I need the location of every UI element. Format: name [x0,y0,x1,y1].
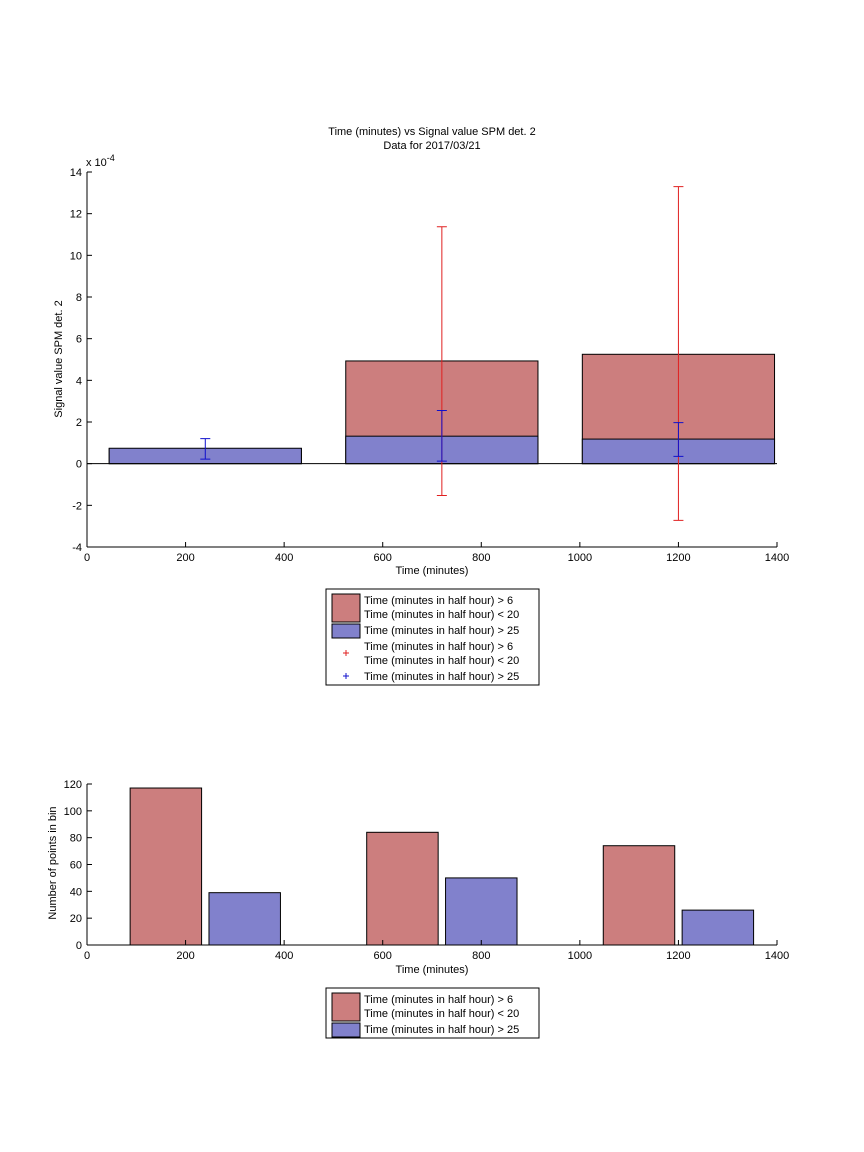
chart1-y-tick-label: 10 [70,250,82,262]
chart1-xlabel: Time (minutes) [396,565,469,577]
chart1-exponent-power: -4 [107,153,115,163]
signal-chart: Time (minutes) vs Signal value SPM det. … [53,126,789,686]
chart1-y-tick-label: 8 [76,292,82,304]
chart2-x-tick-label: 1400 [765,950,789,962]
chart1-y-tick-label: 0 [76,459,82,471]
chart1-x-tick-label: 1000 [568,552,592,564]
blue-error-bar [436,410,447,462]
chart1-x-tick-label: 0 [84,552,90,564]
chart2-legend-swatch [331,1022,361,1038]
chart1-x-tick-label: 800 [472,552,490,564]
chart2-x-tick-label: 400 [275,950,293,962]
chart2-x-tick-label: 1000 [568,950,592,962]
chart1-legend-label: Time (minutes in half hour) > 6 [364,641,513,653]
chart1-y-tick-label: 14 [70,167,82,179]
chart2-x-tick-label: 200 [176,950,194,962]
chart2-legend-label: Time (minutes in half hour) > 6 [364,994,513,1006]
chart1-y-tick-label: 6 [76,334,82,346]
chart1-subtitle: Data for 2017/03/21 [383,140,480,152]
chart2-ylabel: Number of points in bin [47,806,59,919]
chart1-legend-box [325,588,540,686]
chart1-x-tick-label: 1400 [765,552,789,564]
chart1-y-tick-label: 4 [76,375,82,387]
chart2-y-tick-label: 20 [70,913,82,925]
chart2-y-tick-label: 40 [70,886,82,898]
chart1-y-tick-label: -2 [72,500,82,512]
chart1-x-tick-label: 400 [275,552,293,564]
chart2-x-tick-label: 1200 [666,950,690,962]
chart2-xlabel: Time (minutes) [396,964,469,976]
chart1-legend-swatch [331,623,361,639]
chart1-legend-label: Time (minutes in half hour) > 6 [364,595,513,607]
chart2-y-tick-label: 0 [76,940,82,952]
chart1-legend-marker [343,673,349,679]
chart2-legend-box [325,987,540,1039]
chart1-legend-marker [343,650,349,656]
chart1-legend: Time (minutes in half hour) > 6 Time (min… [325,588,540,686]
red-error-bar [673,186,684,521]
chart2-legend-swatch [331,992,361,1022]
red-count-bar [129,787,203,946]
chart1-x-tick-label: 600 [374,552,392,564]
chart2-y-tick-label: 120 [64,779,82,791]
chart1-exponent: x 10-4 [86,153,115,169]
blue-error-bar [673,422,684,457]
chart2-legend: Time (minutes in half hour) > 6 Time (min… [325,987,540,1039]
chart1-error-bars [200,186,684,521]
red-count-bar [366,831,439,946]
chart1-y-tick-label: 12 [70,209,82,221]
blue-count-bar [681,909,755,946]
red-count-bar [602,845,676,946]
chart2-y-tick-label: 60 [70,860,82,872]
chart2-x-tick-label: 600 [374,950,392,962]
blue-count-bar [445,877,518,946]
chart1-title: Time (minutes) vs Signal value SPM det. … [328,126,535,138]
chart2-legend-label: Time (minutes in half hour) > 25 [364,1024,519,1036]
chart1-y-tick-label: -4 [72,542,82,554]
chart2-x-tick-label: 800 [472,950,490,962]
chart2-y-tick-label: 100 [64,806,82,818]
count-chart: 0 200 400 600 800 1000 1200 1400 0 20 40 60 80 100 120… [47,779,790,1039]
chart1-legend-label: Time (minutes in half hour) < 20 [364,609,519,621]
chart1-x-tick-label: 1200 [666,552,690,564]
blue-error-bar [200,438,211,460]
chart2-legend-label: Time (minutes in half hour) < 20 [364,1008,519,1020]
chart1-axes: 0 200 400 600 800 1000 1200 1400 -4 -2 0 2 4 6 8 10 12 14 [70,167,789,564]
chart2-axes: 0 200 400 600 800 1000 1200 1400 0 20 40 60 80 100 120 [64,779,790,962]
chart1-legend-label: Time (minutes in half hour) < 20 [364,655,519,667]
chart1-exponent-base: x 10 [86,157,107,169]
chart2-bars [129,787,755,946]
chart1-ylabel: Signal value SPM det. 2 [53,300,65,417]
chart1-legend-label: Time (minutes in half hour) > 25 [364,625,519,637]
chart1-legend-label: Time (minutes in half hour) > 25 [364,671,519,683]
chart2-y-tick-label: 80 [70,833,82,845]
chart1-y-tick-label: 2 [76,417,82,429]
chart1-legend-swatch [331,593,361,623]
blue-count-bar [208,892,281,946]
chart2-x-tick-label: 0 [84,950,90,962]
chart1-x-tick-label: 200 [176,552,194,564]
